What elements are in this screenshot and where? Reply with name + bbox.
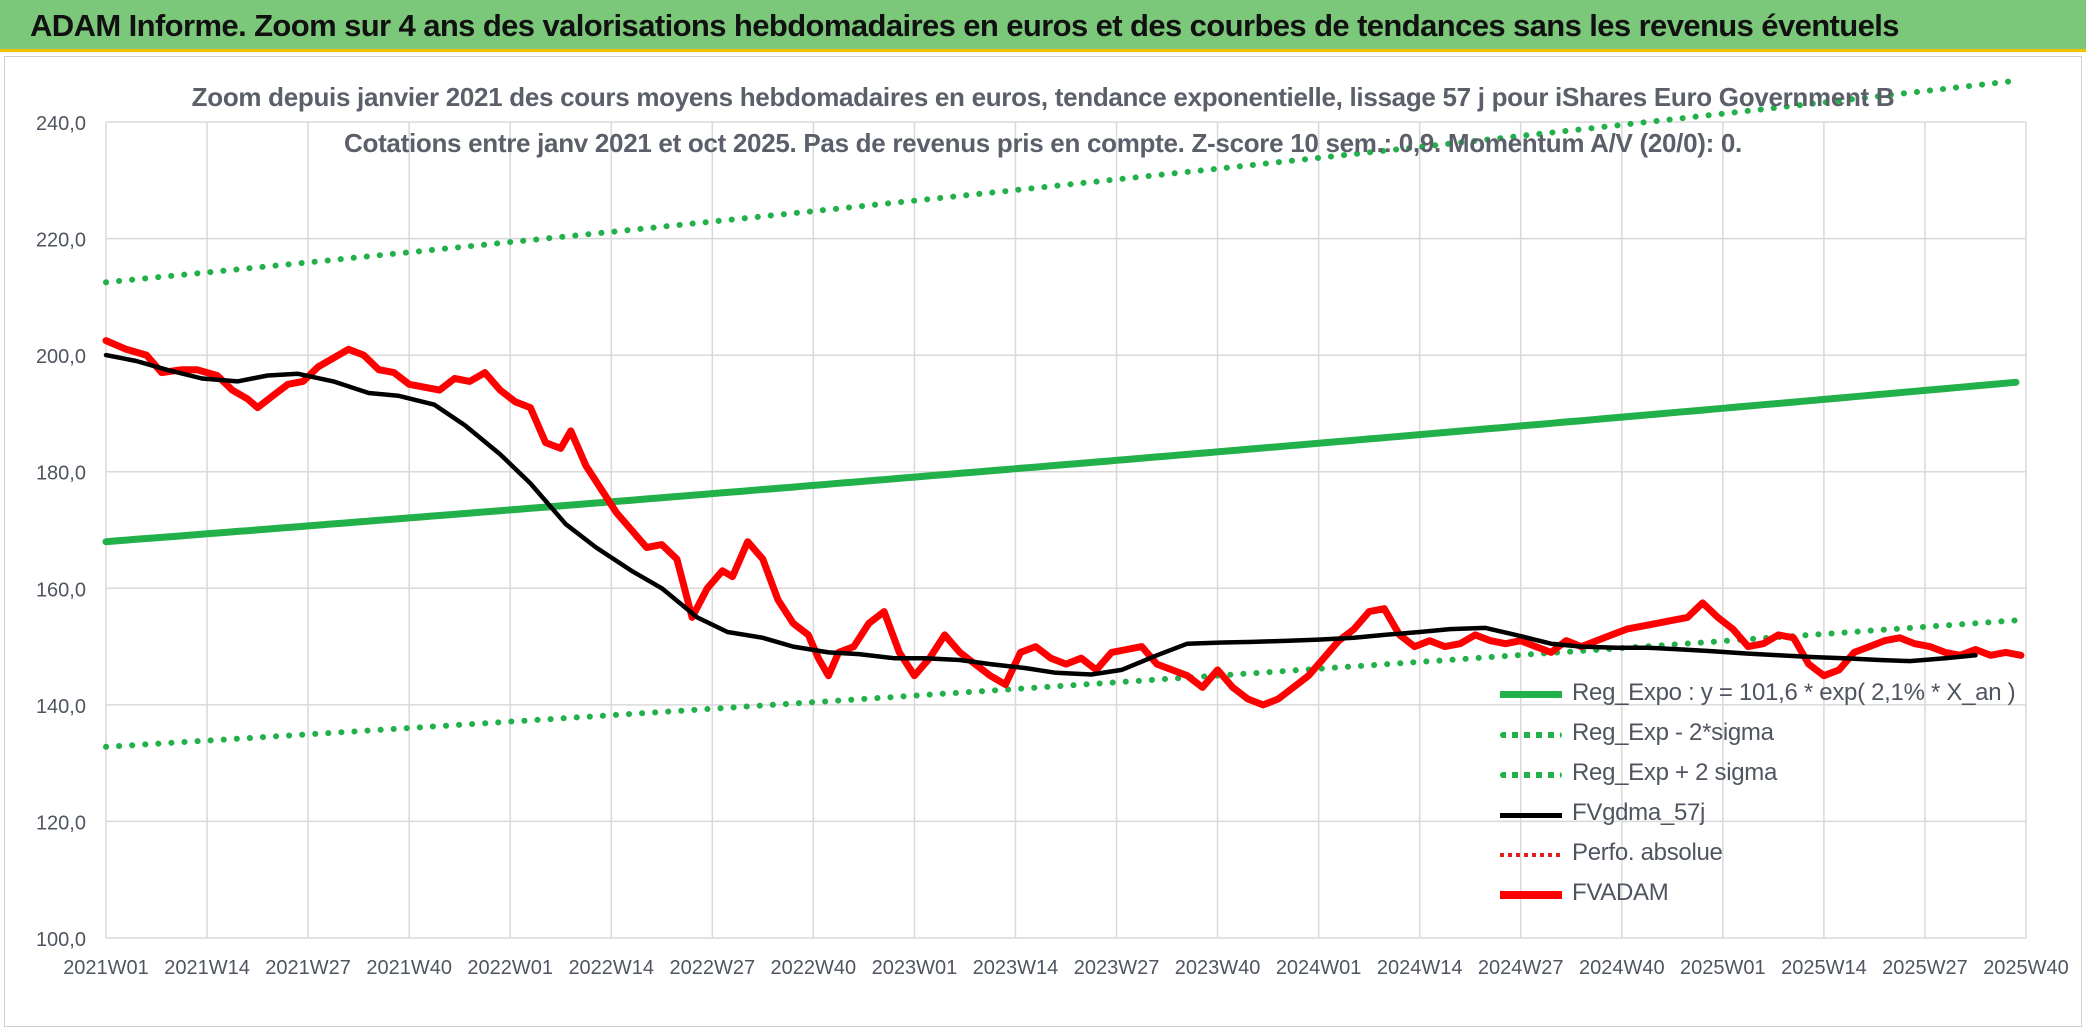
grid — [105, 121, 2027, 939]
legend-item: Perfo. absolue — [1500, 835, 2020, 875]
x-tick-label: 2023W27 — [1074, 957, 1160, 979]
legend-label: FVgdma_57j — [1572, 799, 1706, 826]
legend-swatch — [1500, 813, 1562, 818]
chart-title-line2: Cotations entre janv 2021 et oct 2025. P… — [344, 128, 1742, 158]
x-tick-label: 2022W01 — [467, 957, 553, 979]
x-tick-label: 2025W40 — [1983, 957, 2069, 979]
x-tick-label: 2023W40 — [1175, 957, 1261, 979]
x-tick-label: 2021W14 — [164, 957, 250, 979]
y-tick-label: 140,0 — [36, 696, 86, 718]
y-tick-label: 180,0 — [36, 463, 86, 485]
x-tick-label: 2025W01 — [1680, 957, 1766, 979]
legend-label: Reg_Exp - 2*sigma — [1572, 719, 1774, 746]
y-tick-label: 100,0 — [36, 929, 86, 951]
x-tick-label: 2022W40 — [771, 957, 857, 979]
header-banner: ADAM Informe. Zoom sur 4 ans des valoris… — [0, 0, 2086, 52]
x-tick-label: 2022W27 — [670, 957, 756, 979]
y-tick-label: 240,0 — [36, 113, 86, 135]
y-tick-label: 120,0 — [36, 812, 86, 834]
x-tick-label: 2023W14 — [973, 957, 1059, 979]
legend-swatch — [1500, 691, 1562, 698]
series-line-fvadam — [102, 337, 2025, 709]
legend-label: Reg_Exp + 2 sigma — [1572, 759, 1778, 786]
series-line-low — [103, 617, 2019, 750]
legend-item: Reg_Exp + 2 sigma — [1500, 755, 2020, 795]
legend-item: FVADAM — [1500, 875, 2020, 915]
y-tick-labels: 100,0 120,0 140,0 160,0 180,0 200,0 220,0 240,0 — [36, 113, 86, 951]
legend-swatch — [1500, 853, 1562, 857]
legend-item: Reg_Expo : y = 101,6 * exp( 2,1% * X_an … — [1500, 675, 2020, 715]
x-tick-label: 2021W27 — [265, 957, 351, 979]
series-line-high — [103, 77, 2019, 286]
chart-title-line1: Zoom depuis janvier 2021 des cours moyen… — [191, 82, 1895, 112]
x-tick-label: 2025W27 — [1882, 957, 1968, 979]
x-tick-labels: 2021W01 2021W14 2021W27 2021W40 2022W01 2022W… — [63, 957, 2069, 979]
x-tick-label: 2024W01 — [1276, 957, 1362, 979]
x-tick-label: 2022W14 — [568, 957, 654, 979]
legend-label: FVADAM — [1572, 879, 1669, 906]
series-lines — [102, 77, 2025, 750]
legend-swatch — [1500, 732, 1562, 738]
legend-item: Reg_Exp - 2*sigma — [1500, 715, 2020, 755]
y-tick-label: 220,0 — [36, 230, 86, 252]
y-tick-label: 160,0 — [36, 579, 86, 601]
x-tick-label: 2024W27 — [1478, 957, 1564, 979]
legend-item: FVgdma_57j — [1500, 795, 2020, 835]
x-tick-label: 2023W01 — [872, 957, 958, 979]
legend-label: Perfo. absolue — [1572, 839, 1723, 866]
legend-label: Reg_Expo : y = 101,6 * exp( 2,1% * X_an … — [1572, 679, 2016, 706]
y-tick-label: 200,0 — [36, 346, 86, 368]
x-tick-label: 2024W14 — [1377, 957, 1463, 979]
series-line-fv57 — [103, 352, 1978, 677]
legend-swatch — [1500, 772, 1562, 778]
x-tick-label: 2021W01 — [63, 957, 149, 979]
x-tick-label: 2025W14 — [1781, 957, 1867, 979]
legend-swatch — [1500, 891, 1562, 899]
page-title: ADAM Informe. Zoom sur 4 ans des valoris… — [30, 8, 1900, 43]
x-tick-label: 2024W40 — [1579, 957, 1665, 979]
series-line-reg — [102, 378, 2020, 546]
chart-frame — [4, 56, 2082, 1027]
legend: Reg_Expo : y = 101,6 * exp( 2,1% * X_an … — [1500, 675, 2020, 915]
x-tick-label: 2021W40 — [366, 957, 452, 979]
